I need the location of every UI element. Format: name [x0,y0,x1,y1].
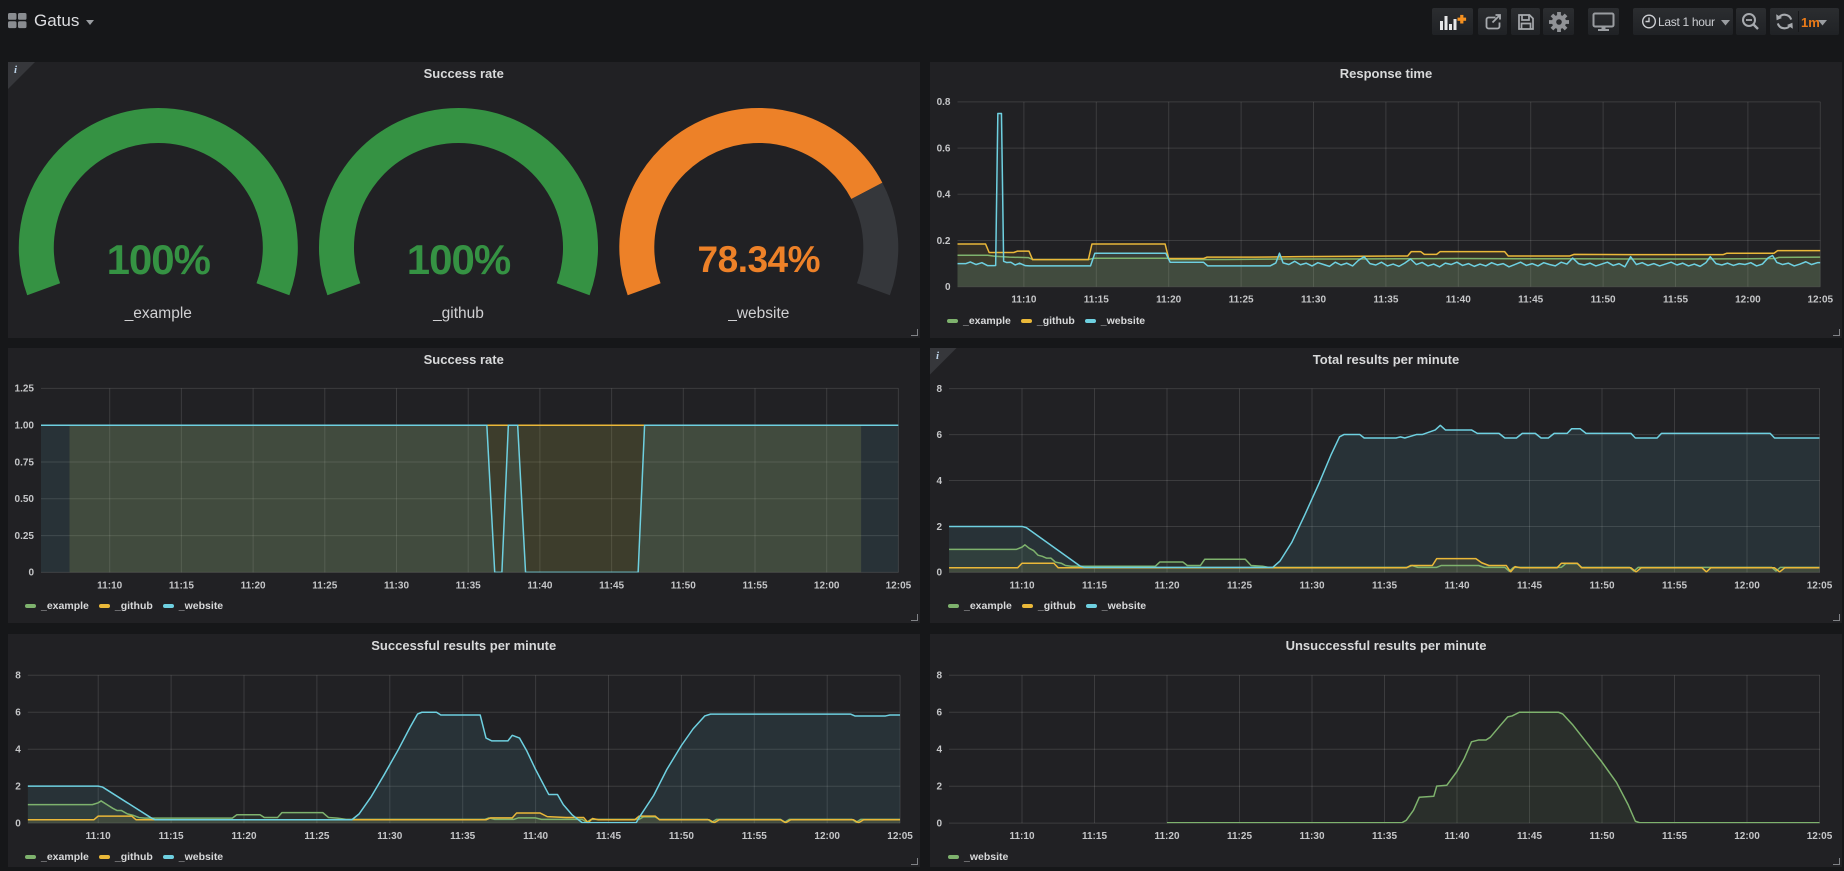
svg-text:11:50: 11:50 [671,580,696,591]
svg-text:1.25: 1.25 [15,383,35,394]
svg-text:11:55: 11:55 [742,831,767,842]
svg-text:12:00: 12:00 [814,580,840,591]
svg-text:11:30: 11:30 [377,831,402,842]
svg-text:11:35: 11:35 [1372,831,1397,842]
svg-text:0: 0 [945,282,951,293]
svg-text:4: 4 [15,744,21,755]
svg-text:12:05: 12:05 [1808,295,1834,306]
svg-text:11:20: 11:20 [241,580,266,591]
svg-text:11:15: 11:15 [1082,831,1107,842]
svg-text:11:45: 11:45 [599,580,624,591]
svg-text:11:45: 11:45 [1518,295,1543,306]
svg-text:100%: 100% [407,236,511,283]
svg-text:11:35: 11:35 [450,831,475,842]
svg-text:12:05: 12:05 [886,580,912,591]
svg-text:0.8: 0.8 [937,97,951,108]
svg-text:11:40: 11:40 [1444,831,1469,842]
svg-text:11:40: 11:40 [1446,295,1471,306]
svg-text:12:05: 12:05 [1807,831,1833,842]
svg-text:11:45: 11:45 [596,831,621,842]
svg-text:11:25: 11:25 [312,580,337,591]
svg-text:0: 0 [936,567,942,578]
svg-text:11:20: 11:20 [1154,831,1179,842]
svg-text:0.50: 0.50 [15,494,35,505]
svg-text:11:35: 11:35 [456,580,481,591]
svg-text:0.25: 0.25 [15,530,35,541]
svg-text:12:05: 12:05 [1807,580,1833,591]
svg-text:11:30: 11:30 [384,580,409,591]
svg-text:11:50: 11:50 [1591,295,1616,306]
svg-text:12:05: 12:05 [887,831,913,842]
svg-text:6: 6 [936,429,942,440]
svg-text:11:10: 11:10 [97,580,122,591]
svg-text:11:15: 11:15 [159,831,184,842]
svg-text:1.00: 1.00 [15,420,35,431]
svg-text:0.2: 0.2 [937,236,951,247]
svg-text:11:50: 11:50 [669,831,694,842]
svg-text:8: 8 [936,670,942,681]
svg-text:11:45: 11:45 [1517,831,1542,842]
svg-text:0: 0 [936,818,942,829]
svg-text:0.4: 0.4 [937,190,951,201]
svg-text:11:50: 11:50 [1589,831,1614,842]
svg-text:_website: _website [727,305,789,322]
svg-text:0: 0 [15,818,21,829]
svg-text:2: 2 [936,781,942,792]
svg-text:11:25: 11:25 [1227,831,1252,842]
svg-text:11:25: 11:25 [304,831,329,842]
svg-text:2: 2 [15,781,21,792]
svg-text:4: 4 [936,744,942,755]
svg-text:11:30: 11:30 [1301,295,1326,306]
svg-text:_example: _example [124,305,192,322]
svg-text:12:00: 12:00 [1734,580,1760,591]
svg-text:11:30: 11:30 [1299,831,1324,842]
svg-text:11:35: 11:35 [1373,295,1398,306]
svg-text:11:25: 11:25 [1229,295,1254,306]
svg-text:8: 8 [936,383,942,394]
svg-text:11:10: 11:10 [1011,295,1036,306]
svg-text:11:40: 11:40 [523,831,548,842]
svg-text:11:40: 11:40 [527,580,552,591]
svg-text:12:00: 12:00 [814,831,840,842]
svg-text:2: 2 [936,521,942,532]
svg-text:11:10: 11:10 [1009,831,1034,842]
svg-text:11:30: 11:30 [1299,580,1324,591]
svg-text:11:10: 11:10 [1009,580,1034,591]
svg-text:100%: 100% [107,236,211,283]
svg-text:8: 8 [15,670,21,681]
svg-text:12:00: 12:00 [1735,295,1761,306]
svg-text:6: 6 [936,707,942,718]
svg-text:0.75: 0.75 [15,457,35,468]
svg-text:11:40: 11:40 [1444,580,1469,591]
svg-text:11:20: 11:20 [231,831,256,842]
svg-text:12:00: 12:00 [1734,831,1760,842]
svg-text:78.34%: 78.34% [698,239,821,280]
svg-text:11:45: 11:45 [1517,580,1542,591]
svg-text:11:55: 11:55 [1663,295,1688,306]
svg-text:0: 0 [28,567,34,578]
svg-text:11:10: 11:10 [86,831,111,842]
svg-text:11:35: 11:35 [1372,580,1397,591]
svg-text:11:15: 11:15 [169,580,194,591]
svg-text:11:50: 11:50 [1589,580,1614,591]
svg-text:11:15: 11:15 [1082,580,1107,591]
svg-text:11:25: 11:25 [1227,580,1252,591]
svg-text:11:20: 11:20 [1154,580,1179,591]
svg-text:6: 6 [15,707,21,718]
svg-text:11:55: 11:55 [1662,831,1687,842]
svg-text:4: 4 [936,475,942,486]
svg-text:11:55: 11:55 [742,580,767,591]
svg-text:11:15: 11:15 [1084,295,1109,306]
svg-text:11:20: 11:20 [1156,295,1181,306]
svg-text:0.6: 0.6 [937,143,951,154]
svg-text:11:55: 11:55 [1662,580,1687,591]
svg-text:_github: _github [432,305,484,322]
